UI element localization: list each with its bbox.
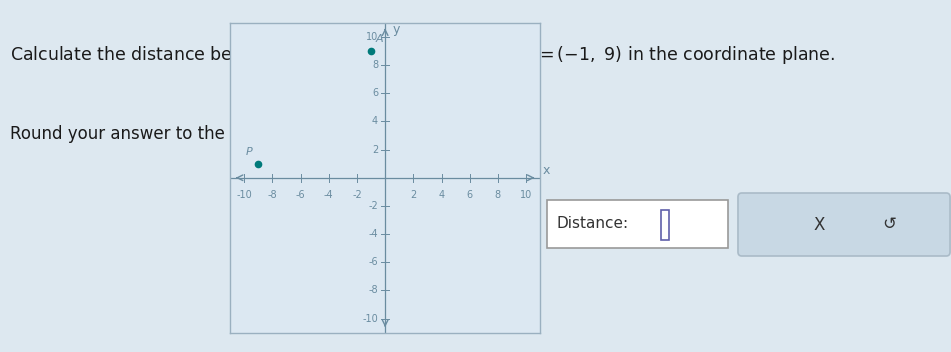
Text: -8: -8 <box>368 285 378 295</box>
Text: Calculate the distance between the points $P=(-9,\ 1)$ and $A=(-1,\ 9)$ in the c: Calculate the distance between the point… <box>10 44 834 65</box>
Text: x: x <box>543 164 551 177</box>
Text: -10: -10 <box>237 190 252 200</box>
Text: P: P <box>246 147 253 157</box>
Text: A: A <box>376 34 383 44</box>
Text: -6: -6 <box>296 190 305 200</box>
Text: 10: 10 <box>366 32 378 42</box>
Text: 6: 6 <box>467 190 473 200</box>
Bar <box>661 210 669 240</box>
Text: 4: 4 <box>372 117 378 126</box>
Text: 2: 2 <box>372 145 378 155</box>
Text: 10: 10 <box>520 190 533 200</box>
Text: Distance:: Distance: <box>556 216 629 232</box>
Text: 6: 6 <box>372 88 378 98</box>
FancyBboxPatch shape <box>547 200 728 248</box>
Text: -2: -2 <box>352 190 361 200</box>
Text: -10: -10 <box>362 314 378 324</box>
Text: ↺: ↺ <box>883 215 896 233</box>
Text: 8: 8 <box>495 190 501 200</box>
Text: 2: 2 <box>410 190 417 200</box>
Text: 8: 8 <box>372 60 378 70</box>
Text: -2: -2 <box>368 201 378 211</box>
Text: y: y <box>392 23 399 36</box>
FancyBboxPatch shape <box>738 193 950 256</box>
Text: -6: -6 <box>368 257 378 267</box>
Text: 4: 4 <box>438 190 444 200</box>
Text: -4: -4 <box>368 229 378 239</box>
Text: Round your answer to the nearest hundredth.: Round your answer to the nearest hundred… <box>10 125 389 143</box>
Text: -8: -8 <box>267 190 278 200</box>
Text: -4: -4 <box>324 190 334 200</box>
Text: X: X <box>814 215 825 233</box>
